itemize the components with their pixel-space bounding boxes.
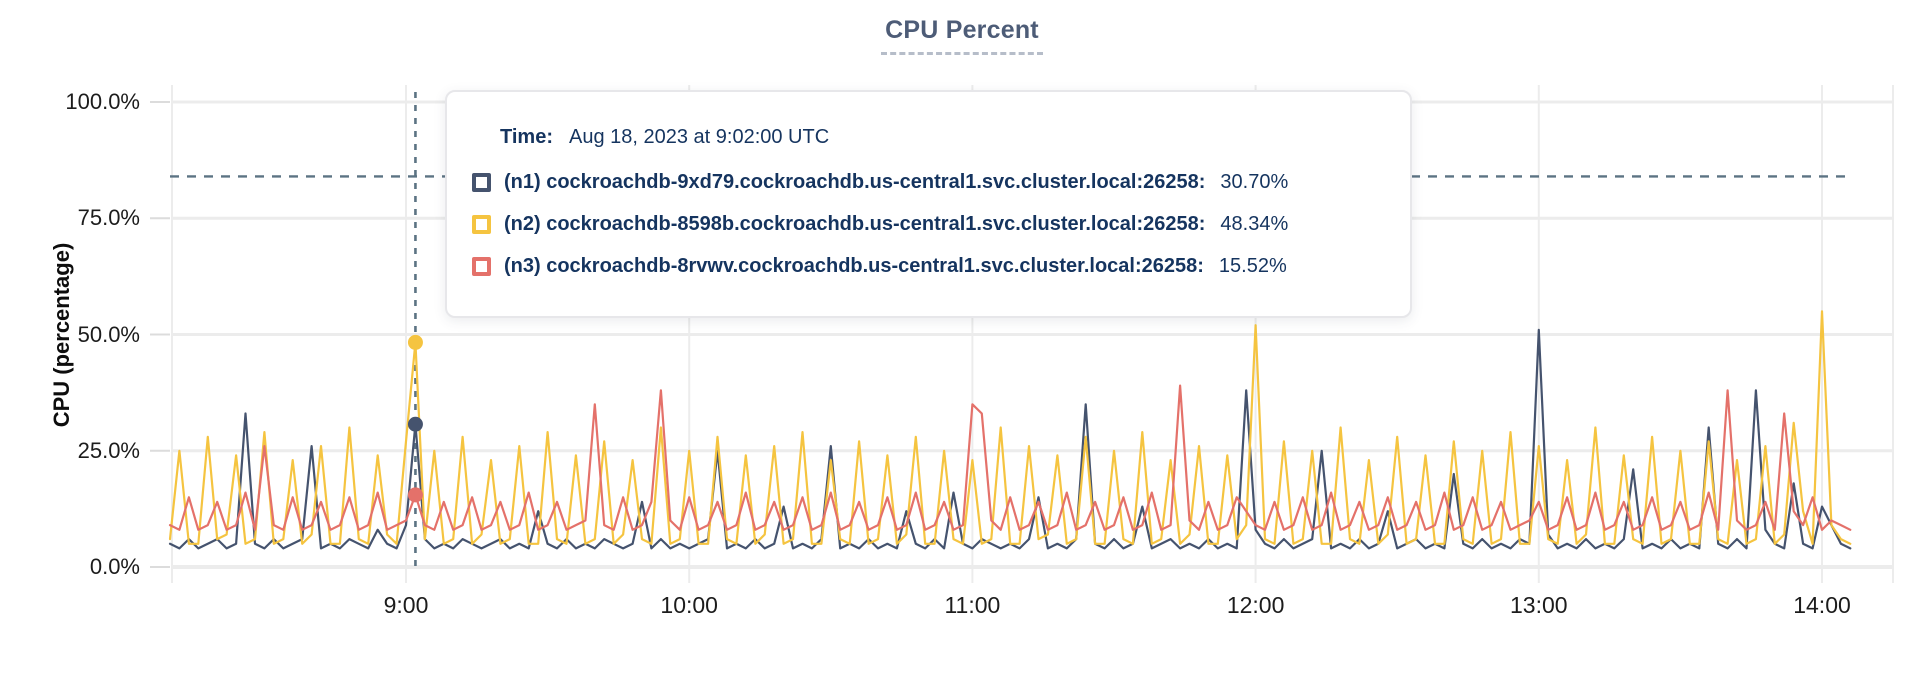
series-label-n3: (n3) cockroachdb-8rvwv.cockroachdb.us-ce… <box>504 255 1204 277</box>
tooltip-row: (n2) cockroachdb-8598b.cockroachdb.us-ce… <box>472 213 1380 236</box>
series-swatch-n2 <box>472 215 491 234</box>
series-label-n1: (n1) cockroachdb-9xd79.cockroachdb.us-ce… <box>504 171 1206 193</box>
x-tick-label: 9:00 <box>383 592 429 618</box>
x-tick-label: 10:00 <box>660 592 718 618</box>
y-tick-label: 75.0% <box>77 205 140 231</box>
series-swatch-n1 <box>472 173 491 192</box>
hover-dot-n2 <box>407 334 423 350</box>
series-swatch-n3 <box>472 257 491 276</box>
x-tick-label: 13:00 <box>1510 592 1568 618</box>
hover-dot-n1 <box>407 416 423 432</box>
tooltip-time-label: Time: <box>500 126 553 148</box>
x-tick-label: 11:00 <box>944 592 1001 618</box>
y-tick-label: 100.0% <box>65 89 140 114</box>
x-tick-label: 12:00 <box>1226 592 1285 618</box>
x-tick-label: 14:00 <box>1793 592 1851 618</box>
series-label-n2: (n2) cockroachdb-8598b.cockroachdb.us-ce… <box>504 213 1206 235</box>
y-tick-label: 50.0% <box>77 321 140 347</box>
series-line-n3 <box>168 384 1852 531</box>
chart-tooltip: Time: Aug 18, 2023 at 9:02:00 UTC (n1) co… <box>445 90 1412 318</box>
tooltip-time-value: Aug 18, 2023 at 9:02:00 UTC <box>568 126 830 148</box>
series-value-n2: 48.34% <box>1220 213 1289 235</box>
chart-title-wrap: CPU Percent <box>0 16 1924 55</box>
y-tick-label: 0.0% <box>89 554 140 579</box>
series-value-n3: 15.52% <box>1218 255 1287 277</box>
tooltip-row: (n3) cockroachdb-8rvwv.cockroachdb.us-ce… <box>472 255 1380 278</box>
y-tick-label: 25.0% <box>77 437 140 463</box>
tooltip-row: (n1) cockroachdb-9xd79.cockroachdb.us-ce… <box>472 171 1380 194</box>
tooltip-time: Time: Aug 18, 2023 at 9:02:00 UTC <box>500 126 1380 149</box>
hover-dot-n3 <box>407 487 423 503</box>
series-line-n2 <box>168 310 1852 545</box>
chart-title: CPU Percent <box>881 16 1043 55</box>
series-value-n1: 30.70% <box>1220 171 1289 193</box>
